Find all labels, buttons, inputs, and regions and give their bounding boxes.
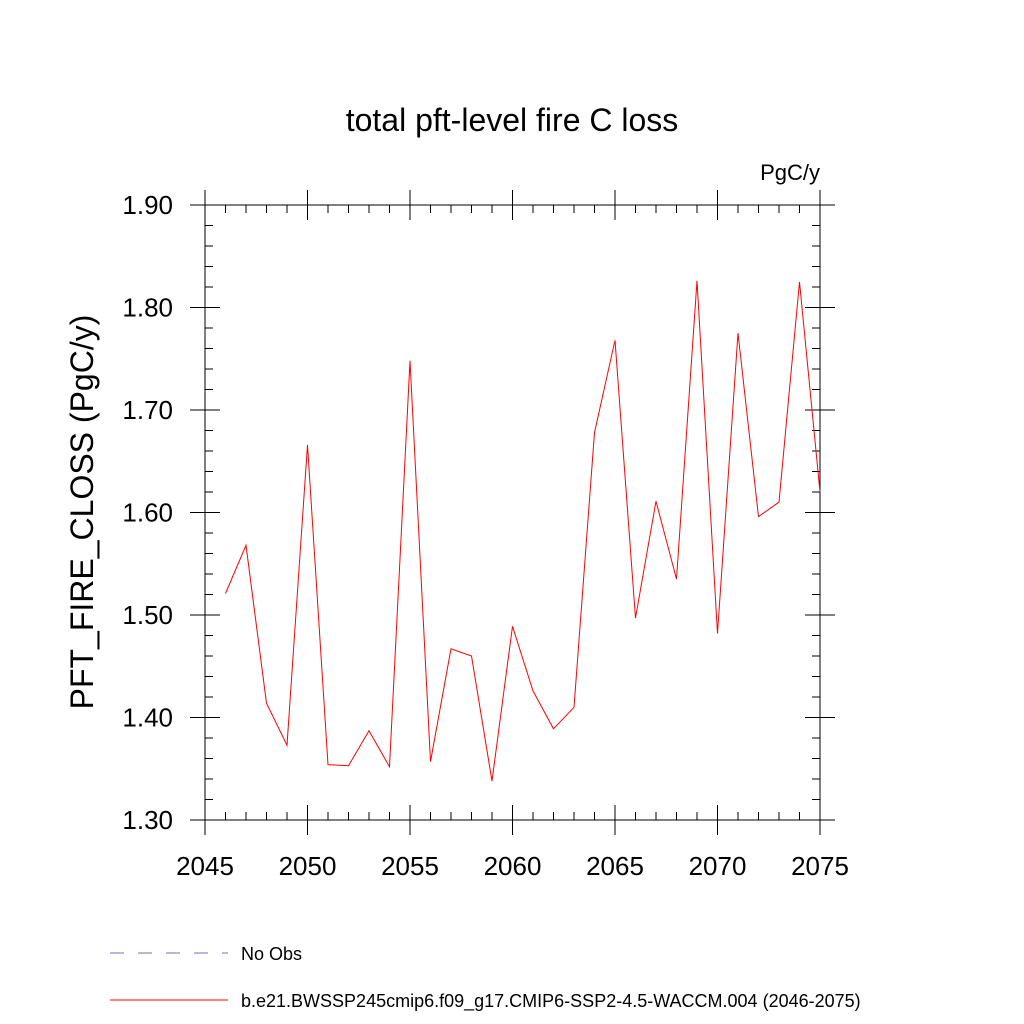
x-tick-label: 2070 <box>689 851 747 881</box>
x-tick-label: 2065 <box>586 851 644 881</box>
x-tick-label: 2045 <box>176 851 234 881</box>
y-tick-label: 1.40 <box>122 703 173 733</box>
x-tick-label: 2060 <box>484 851 542 881</box>
y-tick-label: 1.80 <box>122 293 173 323</box>
x-tick-label: 2050 <box>279 851 337 881</box>
y-tick-label: 1.30 <box>122 805 173 835</box>
legend-label-no-obs: No Obs <box>241 944 302 964</box>
y-axis-label: PFT_FIRE_CLOSS (PgC/y) <box>64 315 100 710</box>
x-tick-label: 2055 <box>381 851 439 881</box>
y-tick-label: 1.60 <box>122 498 173 528</box>
axis-tick-labels: 2045 2050 2055 2060 2065 2070 2075 1.30 1.40 1.50… <box>122 190 849 881</box>
plot-frame <box>204 204 821 821</box>
chart-title: total pft-level fire C loss <box>346 102 679 138</box>
y-tick-label: 1.70 <box>122 395 173 425</box>
axis-ticks <box>190 190 835 835</box>
units-label: PgC/y <box>760 160 820 185</box>
series-layer <box>225 280 821 782</box>
legend: No Obs b.e21.BWSSP245cmip6.f09_g17.CMIP6… <box>110 944 861 1012</box>
legend-label-model: b.e21.BWSSP245cmip6.f09_g17.CMIP6-SSP2-4… <box>241 991 861 1012</box>
x-tick-label: 2075 <box>791 851 849 881</box>
y-tick-label: 1.90 <box>122 190 173 220</box>
series-line <box>225 280 821 782</box>
y-tick-label: 1.50 <box>122 600 173 630</box>
